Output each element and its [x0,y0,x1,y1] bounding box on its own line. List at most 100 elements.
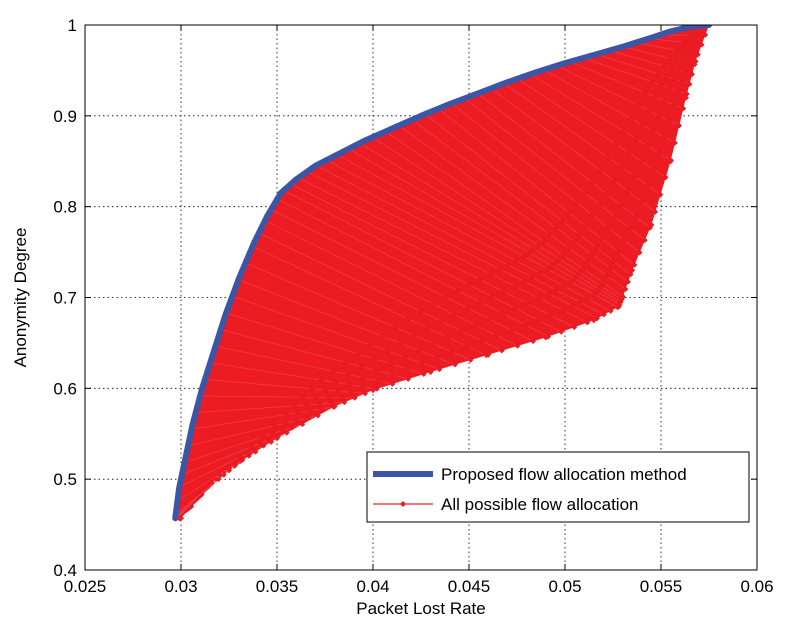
allocation-marker [374,367,380,374]
allocation-marker [342,359,349,366]
allocation-marker [615,248,622,255]
allocation-marker [618,163,625,170]
allocation-marker [695,51,701,58]
data-layer [172,25,712,522]
allocation-marker [601,311,607,318]
legend-box [366,451,750,523]
allocation-marker [530,246,537,252]
allocation-marker [360,374,366,381]
allocation-marker [644,182,651,189]
allocation-marker [371,355,378,362]
allocation-marker [545,291,552,297]
allocation-marker [283,430,290,436]
allocation-marker [514,343,521,349]
allocation-marker [577,299,583,306]
allocation-marker [530,338,536,345]
allocation-marker [436,366,443,373]
x-tick-label: 0.025 [64,577,107,596]
allocation-marker [603,272,610,279]
allocation-marker [560,307,567,314]
allocation-marker [512,305,518,312]
allocation-marker [521,278,528,285]
allocation-marker [673,57,680,63]
allocation-marker [690,32,697,38]
allocation-marker [642,237,648,244]
lower-boundary-marker [615,303,622,310]
allocation-marker [584,319,591,326]
lower-boundary-marker [667,158,674,165]
allocation-marker [638,158,644,164]
allocation-marker [424,325,431,331]
lower-boundary-marker [692,58,699,65]
allocation-marker [316,401,323,407]
allocation-marker [405,316,412,322]
lower-boundary-marker [485,351,492,358]
allocation-marker [522,322,529,329]
lower-boundary-marker [619,294,626,301]
allocation-marker [345,371,352,378]
allocation-marker [318,406,325,412]
y-tick-label: 1 [68,16,77,35]
y-tick-label: 0.7 [53,289,77,308]
allocation-marker [666,117,672,124]
allocation-marker [618,202,625,209]
allocation-marker [293,417,300,424]
allocation-marker [607,308,614,314]
legend-label-all-possible: All possible flow allocation [441,495,639,514]
allocation-marker [570,303,576,310]
allocation-marker [652,209,659,215]
x-tick-label: 0.03 [164,577,197,596]
allocation-marker [671,101,677,108]
allocation-marker [472,322,479,328]
allocation-marker [489,293,495,300]
allocation-marker [308,385,315,392]
y-tick-label: 0.6 [53,379,77,398]
allocation-marker [559,218,566,224]
allocation-marker [567,278,574,285]
allocation-marker [526,249,533,256]
allocation-marker [362,390,369,397]
allocation-marker [558,329,565,335]
y-tick-label: 0.4 [53,561,77,580]
y-axis-label: Anonymity Degree [11,228,30,368]
allocation-marker [389,372,396,378]
allocation-marker [326,394,332,401]
allocation-marker [611,213,618,220]
allocation-marker [226,465,233,471]
allocation-marker [571,238,577,245]
allocation-marker [553,286,559,293]
x-tick-label: 0.06 [740,577,773,596]
lower-boundary-marker [216,471,223,478]
allocation-marker [625,188,631,195]
allocation-marker [367,342,374,348]
allocation-marker [508,327,515,334]
allocation-marker [689,71,696,78]
legend: Proposed flow allocation method All poss… [366,451,750,523]
lower-boundary-marker [648,221,655,228]
allocation-marker [598,283,604,290]
allocation-marker [500,310,506,317]
allocation-marker [304,402,311,408]
allocation-marker [260,434,267,440]
allocation-marker [313,394,319,401]
allocation-marker [638,198,645,205]
allocation-marker [679,48,686,55]
allocation-marker [635,102,642,109]
allocation-marker [553,224,559,231]
allocation-marker [655,71,662,78]
allocation-marker [486,316,493,323]
allocation-marker [565,245,572,252]
allocation-marker [404,366,411,372]
allocation-marker [672,140,678,146]
allocation-marker [679,58,686,65]
allocation-marker [655,112,662,119]
allocation-marker [535,317,542,323]
allocation-marker [685,40,692,47]
allocation-marker [663,73,670,80]
allocation-marker [597,167,604,174]
allocation-marker [574,272,581,279]
x-tick-label: 0.04 [356,577,389,596]
allocation-marker [547,312,554,319]
allocation-marker [341,399,348,406]
allocation-marker [434,354,440,361]
